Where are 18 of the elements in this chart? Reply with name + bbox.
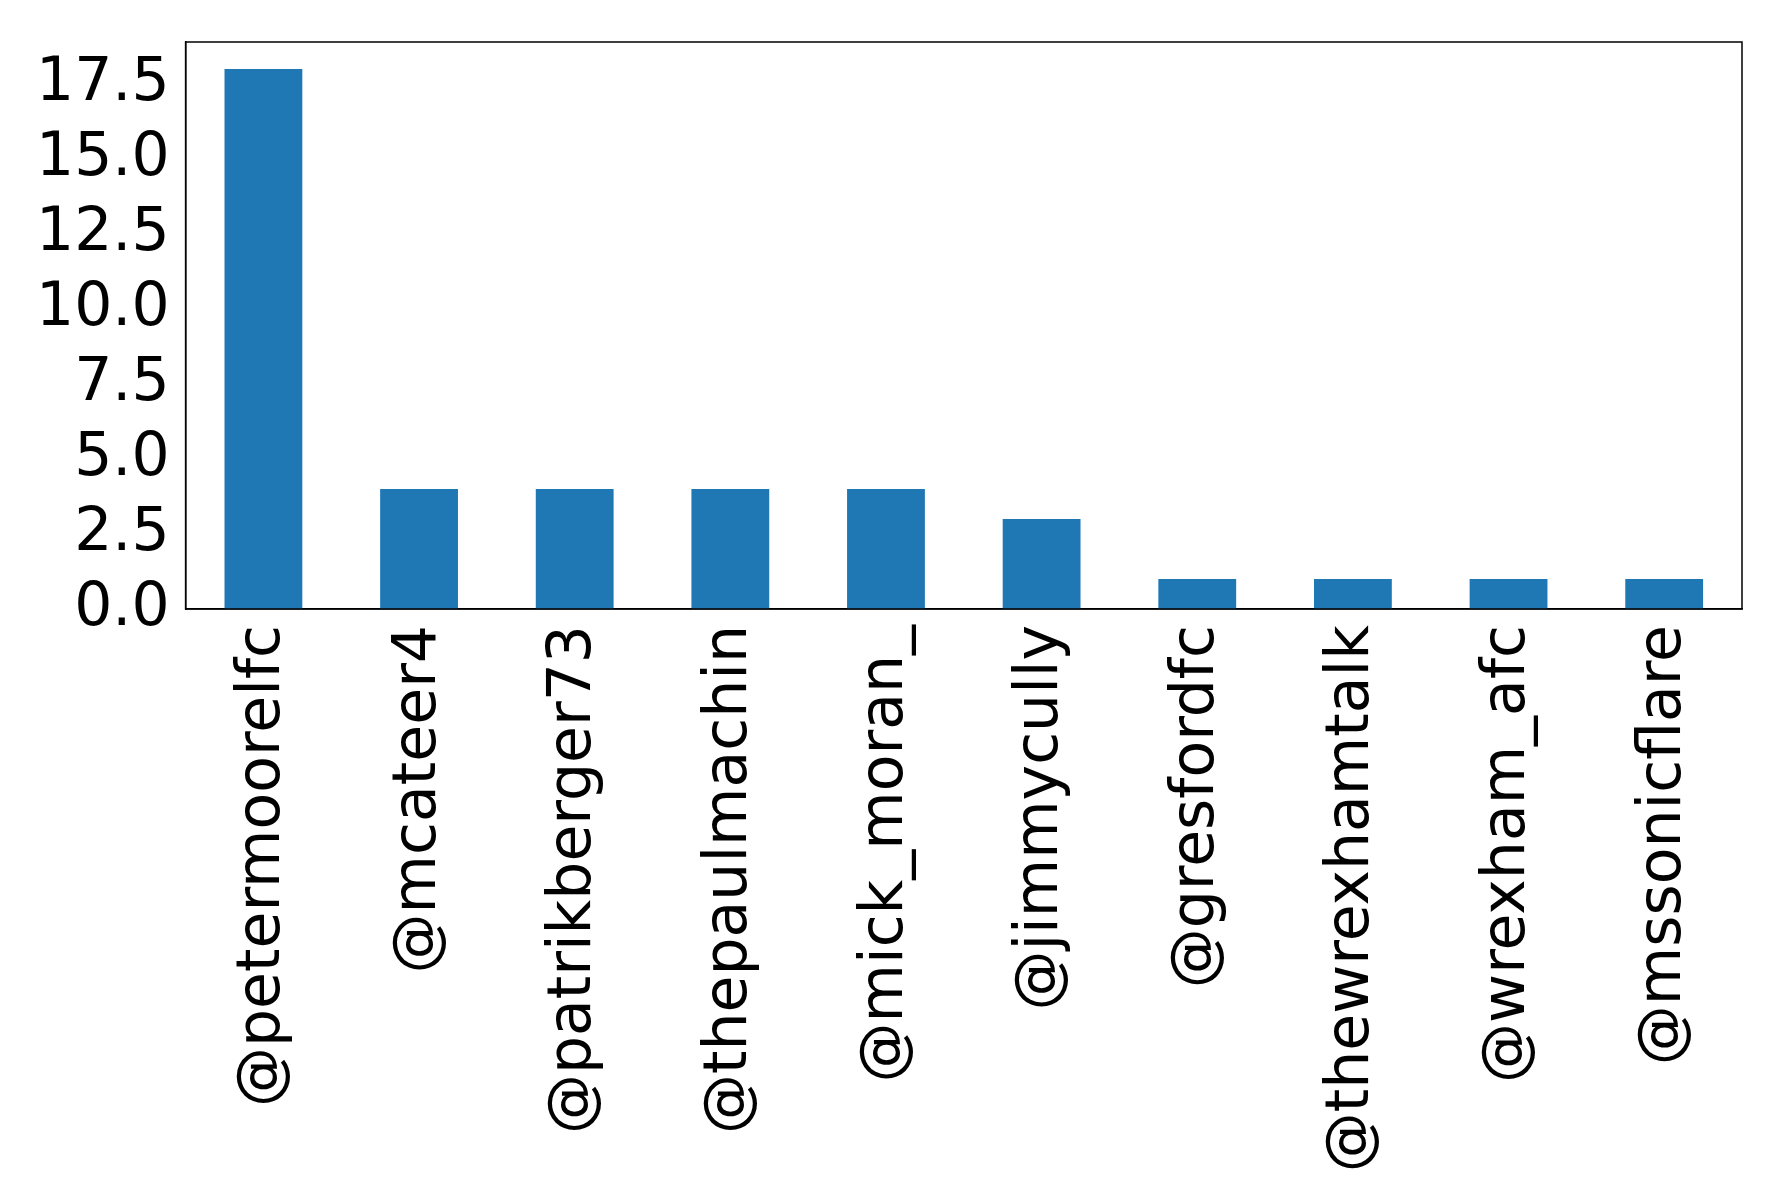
y-tick-label: 0.0 — [74, 568, 170, 639]
x-tick-label: @mick_moran_ — [845, 624, 916, 1083]
x-tick-label: @mcateer4 — [378, 625, 449, 974]
y-tick-label: 7.5 — [74, 343, 170, 414]
y-tick-label: 5.0 — [74, 418, 170, 489]
x-tick-label: @mssonicflare — [1623, 625, 1694, 1066]
y-tick-label: 15.0 — [36, 118, 170, 189]
y-tick-label: 17.5 — [36, 43, 170, 114]
x-tick-label: @patrikberger73 — [534, 625, 605, 1135]
x-tick-label: @thepaulmachin — [689, 625, 760, 1134]
y-tick-label: 2.5 — [74, 493, 170, 564]
x-tick-label: @jimmycully — [1001, 625, 1072, 1011]
x-tick-label: @thewrexhamtalk — [1312, 624, 1383, 1173]
x-tick-label: @gresfordfc — [1156, 625, 1227, 989]
x-tick-label: @petermoorelfc — [223, 625, 294, 1107]
x-tick-label: @wrexham_afc — [1468, 625, 1539, 1083]
y-tick-label: 10.0 — [36, 268, 170, 339]
y-tick-label: 12.5 — [36, 193, 170, 264]
